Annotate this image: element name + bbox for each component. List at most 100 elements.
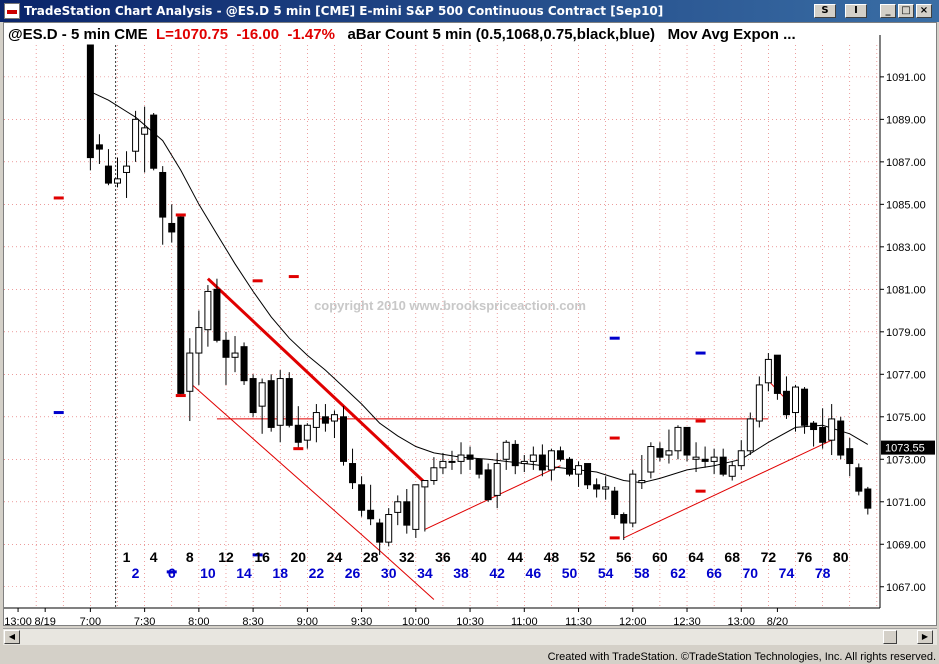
time-tick-label: 12:30: [673, 616, 701, 628]
bar-count-label: 66: [706, 565, 722, 581]
candle-body: [213, 288, 221, 341]
time-tick-label: 7:30: [134, 616, 155, 628]
candle: [602, 476, 610, 500]
candle: [403, 489, 411, 534]
symbol-label: @ES.D - 5 min CME: [8, 26, 148, 43]
candle: [430, 457, 438, 485]
last-price: L=1070.75: [156, 26, 229, 43]
candle-body: [475, 458, 483, 475]
scroll-thumb[interactable]: [883, 630, 897, 644]
candle-body: [294, 424, 302, 443]
candle: [638, 455, 646, 490]
time-tick-label: 8:30: [242, 616, 263, 628]
trendline: [623, 439, 832, 539]
candle-body: [764, 358, 772, 384]
bar-count-label: 48: [544, 549, 560, 565]
price-tick-label: 1073.00: [886, 454, 926, 466]
last-price-label: 1073.55: [885, 443, 925, 455]
close-icon[interactable]: ×: [916, 4, 932, 18]
candle-body: [168, 222, 176, 233]
title-bar: TradeStation Chart Analysis - @ES.D 5 mi…: [0, 0, 939, 22]
bar-count-label: 64: [688, 549, 704, 565]
bar-count-label: 46: [526, 565, 542, 581]
candle-body: [683, 426, 691, 456]
candle-body: [385, 514, 393, 543]
ema-study[interactable]: Mov Avg Expon ...: [667, 26, 796, 43]
candle-body: [520, 460, 528, 465]
bar-count-label: 2: [132, 565, 140, 581]
styles-button[interactable]: S: [814, 4, 836, 18]
insert-button[interactable]: I: [845, 4, 867, 18]
candle-body: [674, 426, 682, 452]
scroll-right-icon[interactable]: ▶: [917, 630, 933, 644]
candle: [683, 426, 691, 462]
bar-count-label: 50: [562, 565, 578, 581]
candle: [141, 106, 149, 173]
time-tick-label: 12:00: [619, 616, 647, 628]
candle: [159, 166, 167, 245]
scroll-left-icon[interactable]: ◀: [4, 630, 20, 644]
time-tick-label: 11:30: [565, 616, 592, 628]
bar-count-label: 8: [186, 549, 194, 565]
candle: [267, 374, 275, 432]
candle-body: [819, 426, 827, 443]
bar-count-label: 14: [236, 565, 252, 581]
bar-count-label: 60: [652, 549, 668, 565]
candle: [312, 404, 320, 443]
candle: [104, 149, 112, 186]
bar-count-study[interactable]: aBar Count 5 min (0.5,1068,0.75,black,bl…: [347, 26, 656, 43]
candle: [493, 452, 501, 509]
candle-body: [728, 465, 736, 477]
candle: [132, 110, 140, 162]
candle: [168, 204, 176, 243]
candle: [801, 387, 809, 434]
candle-body: [86, 44, 94, 159]
candle-body: [312, 412, 320, 428]
candle: [782, 376, 790, 419]
candle: [385, 508, 393, 547]
candle-body: [132, 118, 140, 152]
candle: [123, 151, 131, 198]
candle-body: [104, 165, 112, 184]
candle: [656, 442, 664, 462]
bar-count-label: 36: [435, 549, 451, 565]
candle: [95, 134, 103, 164]
bar-count-label: 54: [598, 565, 614, 581]
candle: [448, 450, 456, 470]
candle-body: [231, 352, 239, 358]
candle-body: [141, 127, 149, 135]
candle: [737, 440, 745, 470]
candle-body: [177, 216, 185, 394]
bar-count-label: 30: [381, 565, 397, 581]
bar-count-label: 72: [761, 549, 777, 565]
horizontal-scrollbar[interactable]: ◀ ▶: [3, 628, 937, 645]
time-tick-label: 8/19: [34, 616, 55, 628]
candle-body: [376, 522, 384, 543]
candle-body: [502, 441, 510, 460]
candle: [231, 336, 239, 373]
window-title: TradeStation Chart Analysis - @ES.D 5 mi…: [24, 4, 664, 18]
price-axis-panel: [880, 35, 936, 608]
price-axis: 1091.00 1089.00 1087.00 1085.00 1083.00 1081.…: [880, 72, 935, 594]
candle-body: [692, 456, 700, 460]
minimize-icon[interactable]: _: [880, 4, 896, 18]
bar-count-label: 34: [417, 565, 433, 581]
bar-count-labels: 1 4 8 12 16 20 24 28 32 36 40 44 48 52 56 60 64 68 72 76 802…: [123, 549, 849, 581]
bar-count-label: 38: [453, 565, 469, 581]
bar-count-label: 10: [200, 565, 216, 581]
maximize-icon[interactable]: □: [898, 4, 914, 18]
candle: [692, 442, 700, 473]
price-chart[interactable]: 1 4 8 12 16 20 24 28 32 36 40 44 48 52 56 60 64 68 72 76 802…: [0, 0, 939, 628]
grid: [4, 35, 936, 609]
candle: [249, 374, 257, 417]
candle: [647, 442, 655, 479]
markers: [53, 196, 706, 574]
candle-body: [538, 454, 546, 471]
candle-body: [755, 384, 763, 422]
time-tick-label: 8:00: [188, 616, 209, 628]
bar-count-label: 20: [291, 549, 307, 565]
candle: [421, 480, 429, 532]
candle: [710, 448, 718, 475]
candle-body: [303, 424, 311, 441]
time-tick-label: 7:00: [80, 616, 101, 628]
